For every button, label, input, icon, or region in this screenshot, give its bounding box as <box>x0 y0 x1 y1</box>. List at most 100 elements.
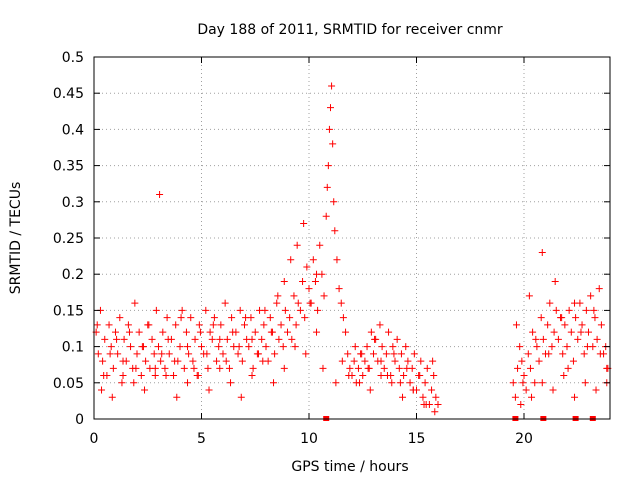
data-point <box>342 328 350 336</box>
data-point <box>582 306 590 314</box>
data-point <box>377 357 385 365</box>
data-point <box>301 314 309 322</box>
data-point <box>311 277 319 285</box>
data-point <box>329 140 337 148</box>
data-point <box>538 248 546 256</box>
data-point <box>124 321 132 329</box>
data-point <box>98 386 106 394</box>
data-point <box>430 372 438 380</box>
data-point <box>299 277 307 285</box>
data-point <box>596 350 604 358</box>
axis-ticks <box>93 56 610 420</box>
data-point <box>296 306 304 314</box>
data-point <box>203 350 211 358</box>
data-point <box>235 343 243 351</box>
data-point <box>116 314 124 322</box>
data-point <box>323 183 331 191</box>
data-point <box>421 379 429 387</box>
data-point <box>393 335 401 343</box>
x-tick-label: 0 <box>90 431 99 447</box>
data-point <box>258 335 266 343</box>
data-point <box>292 321 300 329</box>
data-point <box>325 125 333 133</box>
data-point <box>161 364 169 372</box>
y-tick-label: 0.45 <box>53 86 84 102</box>
data-point <box>152 306 160 314</box>
y-axis-label: SRMTID / TECUs <box>8 182 24 295</box>
data-point <box>185 350 193 358</box>
data-point <box>518 357 526 365</box>
data-point <box>213 357 221 365</box>
data-point <box>403 364 411 372</box>
data-point <box>359 372 367 380</box>
data-point <box>221 299 229 307</box>
data-point <box>339 314 347 322</box>
x-tick-label: 15 <box>408 431 426 447</box>
data-point <box>189 357 197 365</box>
data-point <box>305 285 313 293</box>
data-point <box>236 306 244 314</box>
data-point <box>520 372 528 380</box>
data-point <box>137 372 145 380</box>
data-point <box>194 372 202 380</box>
data-point <box>328 82 336 90</box>
data-point <box>182 328 190 336</box>
data-point <box>526 364 534 372</box>
data-point <box>142 357 150 365</box>
data-point <box>228 314 236 322</box>
data-point <box>109 364 117 372</box>
data-point <box>150 350 158 358</box>
data-point <box>313 328 321 336</box>
data-point <box>267 328 275 336</box>
data-point <box>335 285 343 293</box>
y-tick-label: 0.35 <box>53 159 84 175</box>
data-point <box>389 343 397 351</box>
data-point <box>370 350 377 358</box>
data-point <box>164 335 172 343</box>
data-point <box>544 321 552 329</box>
data-point <box>550 328 558 336</box>
data-point <box>580 350 588 358</box>
data-point <box>409 386 417 394</box>
y-tick-label: 0.1 <box>62 340 84 356</box>
data-point <box>420 401 428 409</box>
data-point <box>101 335 109 343</box>
data-point <box>346 364 354 372</box>
data-point <box>120 335 128 343</box>
data-point <box>429 357 437 365</box>
data-point <box>531 379 539 387</box>
data-point <box>548 343 556 351</box>
data-point <box>93 321 101 329</box>
data-point <box>195 321 203 329</box>
y-tick-label: 0.05 <box>53 376 84 392</box>
data-point <box>94 350 102 358</box>
data-point <box>417 357 425 365</box>
data-point <box>274 292 282 300</box>
data-point <box>209 321 217 329</box>
data-point <box>551 277 559 285</box>
data-point <box>549 386 557 394</box>
data-point <box>337 299 345 307</box>
data-point <box>514 364 522 372</box>
data-point <box>108 393 116 401</box>
data-point <box>229 328 237 336</box>
data-point <box>537 314 545 322</box>
data-point <box>156 191 164 199</box>
data-point <box>363 343 371 351</box>
data-point <box>266 314 274 322</box>
data-point <box>178 306 186 314</box>
data-point <box>559 350 567 358</box>
data-point <box>567 328 575 336</box>
data-point <box>279 343 287 351</box>
data-point <box>205 386 213 394</box>
y-tick-label: 0 <box>75 412 84 428</box>
data-point <box>539 335 547 343</box>
data-point <box>114 350 122 358</box>
data-point <box>519 379 527 387</box>
data-point <box>569 357 577 365</box>
data-point <box>130 379 138 387</box>
data-point <box>241 321 248 329</box>
data-point <box>107 343 115 351</box>
data-point <box>434 401 442 409</box>
x-axis-label: GPS time / hours <box>291 459 408 475</box>
